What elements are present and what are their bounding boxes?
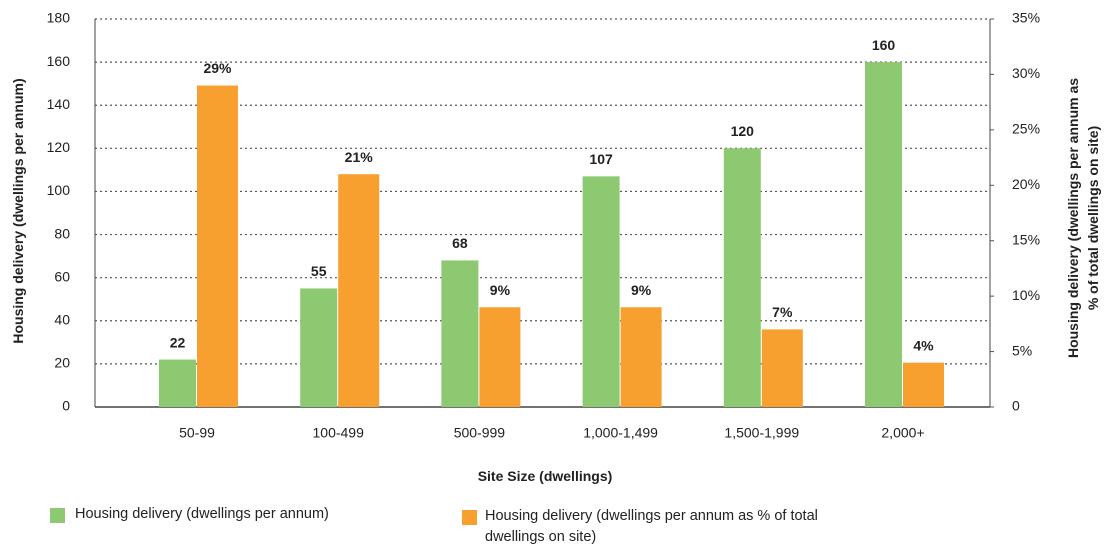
y-axis-title: Housing delivery (dwellings per annum): [10, 78, 26, 344]
y-tick-label: 100: [47, 182, 71, 198]
y-tick-label: 140: [47, 96, 71, 112]
bar: [865, 62, 902, 407]
data-label: 4%: [913, 337, 934, 353]
y-tick-label: 40: [54, 311, 70, 327]
bar: [582, 176, 620, 407]
bar: [338, 174, 380, 407]
y-tick-label: 20: [54, 355, 70, 371]
data-label: 22: [170, 334, 186, 350]
y-tick-label: 180: [47, 10, 71, 26]
data-label: 160: [872, 37, 896, 53]
bar: [159, 359, 196, 407]
y-tick-label: 160: [47, 53, 71, 69]
y-tick-label: 120: [47, 139, 71, 155]
y2-tick-label: 15%: [1012, 231, 1040, 247]
x-tick-label: 50-99: [179, 425, 215, 441]
legend-swatch: [50, 508, 65, 523]
y2-tick-label: 35%: [1012, 10, 1040, 26]
y-tick-label: 60: [54, 268, 70, 284]
y-tick-label: 80: [54, 225, 70, 241]
bar: [479, 307, 521, 407]
y2-tick-label: 30%: [1012, 65, 1040, 81]
x-tick-label: 1,500-1,999: [724, 425, 799, 441]
data-label: 68: [452, 235, 468, 251]
y-tick-label: 0: [62, 398, 70, 414]
y2-tick-label: 25%: [1012, 121, 1040, 137]
data-label: 7%: [772, 304, 793, 320]
data-label: 107: [589, 151, 613, 167]
x-axis-title: Site Size (dwellings): [477, 468, 613, 484]
y2-tick-label: 0: [1012, 398, 1020, 414]
x-tick-label: 2,000+: [881, 425, 924, 441]
bar: [723, 148, 761, 408]
data-label: 120: [731, 123, 755, 139]
y2-axis-title: Housing delivery (dwellings per annum as…: [1065, 77, 1101, 359]
bar: [197, 85, 238, 407]
bar: [620, 307, 662, 407]
data-label: 29%: [203, 60, 232, 76]
y2-tick-label: 20%: [1012, 176, 1040, 192]
x-tick-label: 100-499: [313, 425, 365, 441]
data-label: 21%: [345, 149, 374, 165]
data-label: 9%: [631, 282, 652, 298]
data-label: 55: [311, 263, 327, 279]
legend-swatch: [462, 510, 477, 525]
y2-tick-label: 10%: [1012, 287, 1040, 303]
x-tick-label: 500-999: [454, 425, 506, 441]
bar: [441, 260, 479, 407]
bar: [903, 362, 944, 407]
bar: [761, 329, 803, 407]
x-tick-label: 1,000-1,499: [583, 425, 658, 441]
y2-tick-label: 5%: [1012, 342, 1032, 358]
bar: [300, 288, 338, 407]
data-label: 9%: [490, 282, 511, 298]
legend-label: Housing delivery (dwellings per annum): [75, 506, 329, 522]
legend-label: Housing delivery (dwellings per annum as…: [485, 508, 818, 545]
